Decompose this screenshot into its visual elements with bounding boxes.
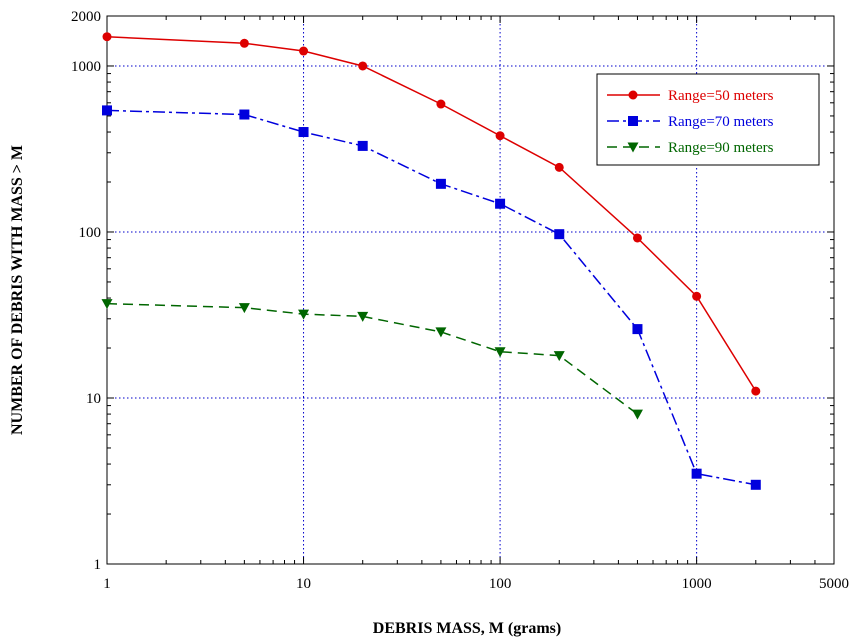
data-point — [554, 229, 565, 240]
data-point — [358, 61, 368, 71]
data-point — [435, 178, 446, 189]
data-point — [691, 468, 702, 479]
data-point — [102, 105, 112, 116]
legend-marker — [628, 116, 638, 126]
legend-label: Range=70 meters — [668, 114, 774, 130]
x-tick-label: 1000 — [682, 576, 712, 592]
series-layer — [101, 32, 761, 490]
data-point — [632, 233, 642, 243]
y-tick-label: 100 — [79, 225, 102, 241]
data-point — [239, 38, 249, 48]
x-tick-label: 5000 — [819, 576, 849, 592]
data-point — [357, 311, 369, 322]
y-tick-label: 1000 — [71, 59, 101, 75]
data-point — [436, 99, 446, 109]
data-point — [298, 309, 310, 320]
plot-area-frame — [106, 15, 835, 565]
legend-label: Range=90 meters — [668, 140, 774, 156]
data-point — [631, 409, 643, 420]
data-point — [239, 109, 250, 120]
legend-marker — [627, 142, 639, 153]
data-point — [692, 291, 702, 301]
x-tick-label: 100 — [489, 576, 512, 592]
data-point — [435, 327, 447, 338]
series-1 — [102, 32, 761, 396]
data-point — [102, 32, 112, 42]
data-point — [238, 303, 250, 314]
x-tick-label: 1 — [103, 576, 111, 592]
x-axis-title: DEBRIS MASS, M (grams) — [373, 620, 561, 637]
legend-label: Range=50 meters — [668, 88, 774, 104]
data-point — [495, 198, 506, 209]
legend-entry: Range=50 meters — [607, 88, 774, 104]
data-point — [554, 162, 564, 172]
data-point — [101, 299, 113, 310]
y-tick-label: 10 — [86, 391, 101, 407]
y-tick-label: 2000 — [71, 9, 101, 25]
legend-entry: Range=70 meters — [607, 114, 774, 130]
series-line — [106, 302, 638, 415]
data-point — [495, 131, 505, 141]
series-2 — [102, 105, 761, 490]
data-point — [298, 127, 309, 138]
data-point — [494, 347, 506, 358]
data-point — [357, 140, 368, 151]
x-tick-label: 10 — [296, 576, 311, 592]
axis-ticks: 1 10 100 1000 5000 1 10 100 1000 2000 — [71, 9, 849, 592]
data-point — [750, 479, 761, 490]
data-point — [299, 46, 309, 56]
legend-entry: Range=90 meters — [607, 140, 774, 156]
series-line — [106, 109, 756, 486]
y-axis-title: NUMBER OF DEBRIS WITH MASS > M — [9, 145, 26, 435]
series-3 — [101, 299, 643, 420]
data-point — [632, 324, 643, 335]
series-line — [106, 35, 757, 392]
y-tick-label: 1 — [94, 557, 102, 573]
data-point — [553, 351, 565, 362]
data-point — [751, 386, 761, 396]
legend: Range=50 meters Range=70 meters Range=90 m… — [596, 73, 820, 166]
legend-marker — [628, 90, 638, 100]
